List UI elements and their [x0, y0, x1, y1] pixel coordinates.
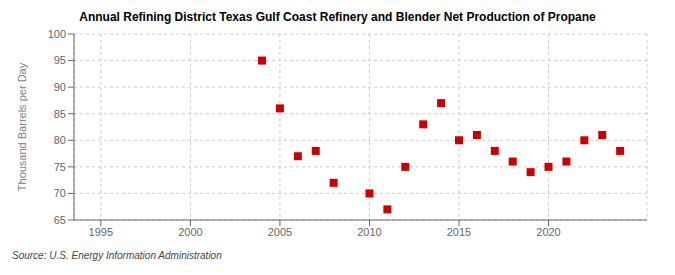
svg-text:2000: 2000: [178, 226, 202, 238]
svg-text:2010: 2010: [357, 226, 381, 238]
html-text:Annual Refining District Texas: Annual Refining District Texas Gulf Coas…: [79, 10, 596, 24]
svg-text:75: 75: [54, 161, 66, 173]
svg-text:2015: 2015: [447, 226, 471, 238]
svg-text:90: 90: [54, 81, 66, 93]
svg-text:100: 100: [48, 28, 66, 40]
svg-text:70: 70: [54, 187, 66, 199]
svg-text:95: 95: [54, 54, 66, 66]
svg-text:85: 85: [54, 108, 66, 120]
svg-text:Thousand Barrels per Day: Thousand Barrels per Day: [16, 62, 28, 191]
svg-text:80: 80: [54, 134, 66, 146]
svg-text:2020: 2020: [536, 226, 560, 238]
svg-text:1995: 1995: [89, 226, 113, 238]
svg-text:2005: 2005: [268, 226, 292, 238]
html-text:Source: U.S. Energy Informatio: Source: U.S. Energy Information Administ…: [12, 250, 222, 261]
svg-text:65: 65: [54, 214, 66, 226]
